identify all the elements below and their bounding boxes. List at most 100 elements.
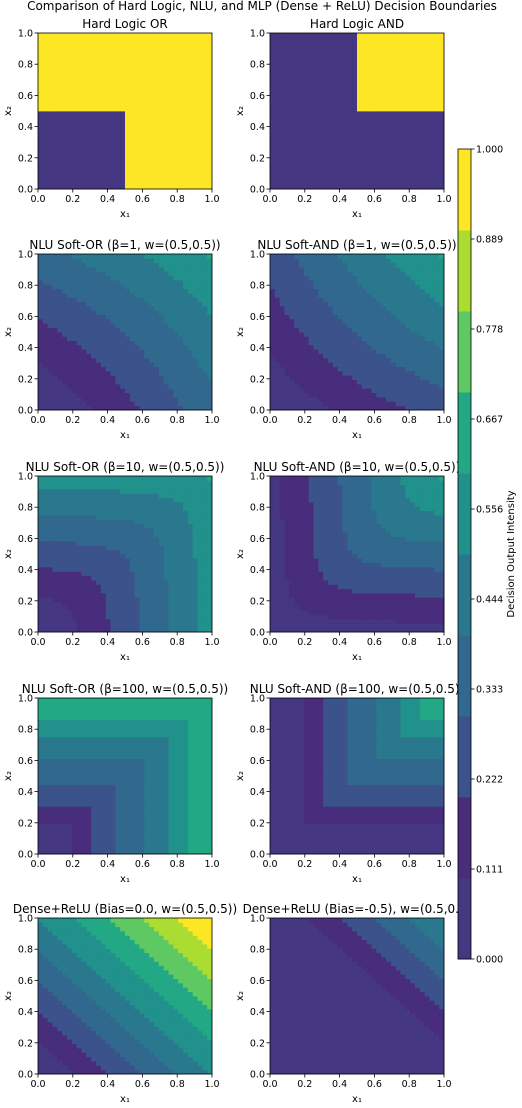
heatmap-cell [96, 267, 102, 272]
heatmap-cell [376, 397, 382, 402]
heatmap-cell [120, 358, 126, 363]
heatmap-cell [129, 262, 136, 268]
heatmap-cell [149, 67, 155, 73]
heatmap-cell [390, 258, 397, 264]
heatmap-cell [337, 106, 343, 112]
heatmap-cell [279, 158, 285, 164]
heatmap-cell [129, 59, 136, 64]
heatmap-cell [42, 128, 49, 134]
heatmap-cell [270, 59, 276, 64]
x-tick-label: 0.8 [402, 194, 417, 205]
heatmap-cell [139, 332, 145, 337]
heatmap-cell [183, 106, 189, 112]
heatmap-cell [361, 184, 368, 190]
heatmap-cell [139, 319, 145, 324]
heatmap-cell [178, 345, 184, 350]
heatmap-cell [371, 340, 377, 346]
heatmap-cell [76, 366, 82, 372]
heatmap-cell [400, 54, 406, 60]
heatmap-cell [318, 397, 324, 402]
heatmap-cell [96, 275, 102, 281]
heatmap-cell [173, 293, 179, 298]
heatmap-cell [308, 98, 314, 103]
heatmap-cell [96, 288, 102, 294]
heatmap-cell [110, 280, 116, 285]
heatmap-cell [96, 141, 102, 147]
heatmap-cell [134, 59, 140, 64]
heatmap-cell [144, 93, 150, 99]
y-tick-label: 0.4 [18, 343, 33, 354]
heatmap-cell [400, 119, 406, 125]
heatmap-cell [38, 288, 44, 294]
heatmap-cell [400, 323, 406, 329]
heatmap-cell [279, 319, 285, 324]
heatmap-cell [154, 405, 160, 411]
heatmap-cell [71, 171, 78, 177]
heatmap-cell [386, 67, 392, 73]
heatmap-cell [279, 115, 285, 121]
heatmap-cell [129, 358, 136, 363]
heatmap-cell [42, 72, 49, 77]
heatmap-cell [342, 54, 348, 60]
heatmap-cell [173, 332, 179, 337]
heatmap-cell [270, 345, 276, 350]
heatmap-cell [337, 280, 343, 285]
heatmap-cell [96, 384, 102, 389]
heatmap-cell [125, 310, 131, 316]
heatmap-cell [163, 54, 169, 60]
heatmap-cell [183, 405, 189, 411]
heatmap-cell [187, 128, 194, 134]
heatmap-cell [67, 171, 73, 177]
heatmap-cell [187, 132, 194, 138]
heatmap-cell [91, 375, 97, 381]
heatmap-cell [178, 384, 184, 389]
heatmap-cell [134, 401, 140, 407]
heatmap-cell [57, 72, 63, 77]
heatmap-cell [352, 54, 358, 60]
heatmap-cell [168, 158, 174, 164]
heatmap-cell [173, 397, 179, 402]
heatmap-cell [125, 141, 131, 147]
heatmap-cell [154, 93, 160, 99]
heatmap-cell [149, 63, 155, 69]
heatmap-cell [197, 379, 203, 385]
heatmap-cell [100, 154, 107, 160]
heatmap-cell [100, 280, 107, 285]
heatmap-cell [86, 46, 92, 51]
heatmap-cell [429, 132, 435, 138]
heatmap-cell [86, 271, 92, 277]
heatmap-cell [371, 297, 377, 303]
heatmap-cell [415, 119, 421, 125]
heatmap-cell [110, 392, 116, 398]
heatmap-cell [332, 314, 339, 320]
heatmap-cell [270, 392, 276, 398]
heatmap-cell [376, 115, 382, 121]
heatmap-cell [96, 37, 102, 43]
heatmap-cell [129, 41, 136, 47]
heatmap-cell [187, 349, 194, 355]
heatmap-cell [415, 63, 421, 69]
heatmap-cell [313, 358, 319, 363]
heatmap-cell [395, 102, 401, 108]
heatmap-cell [347, 124, 353, 129]
heatmap-cell [163, 366, 169, 372]
heatmap-cell [197, 258, 203, 264]
heatmap-cell [410, 132, 416, 138]
heatmap-cell [173, 184, 179, 190]
heatmap-cell [67, 288, 73, 294]
heatmap-cell [332, 176, 339, 181]
heatmap-cell [52, 293, 58, 298]
heatmap-cell [318, 132, 324, 138]
heatmap-cell [52, 102, 58, 108]
heatmap-cell [308, 401, 314, 407]
heatmap-cell [96, 397, 102, 402]
heatmap-cell [154, 362, 160, 368]
heatmap-cell [144, 349, 150, 355]
heatmap-cell [67, 271, 73, 277]
heatmap-cell [439, 163, 445, 168]
heatmap-cell [125, 46, 131, 51]
heatmap-cell [192, 59, 198, 64]
heatmap-cell [67, 167, 73, 173]
heatmap-cell [323, 284, 329, 290]
heatmap-cell [279, 67, 285, 73]
